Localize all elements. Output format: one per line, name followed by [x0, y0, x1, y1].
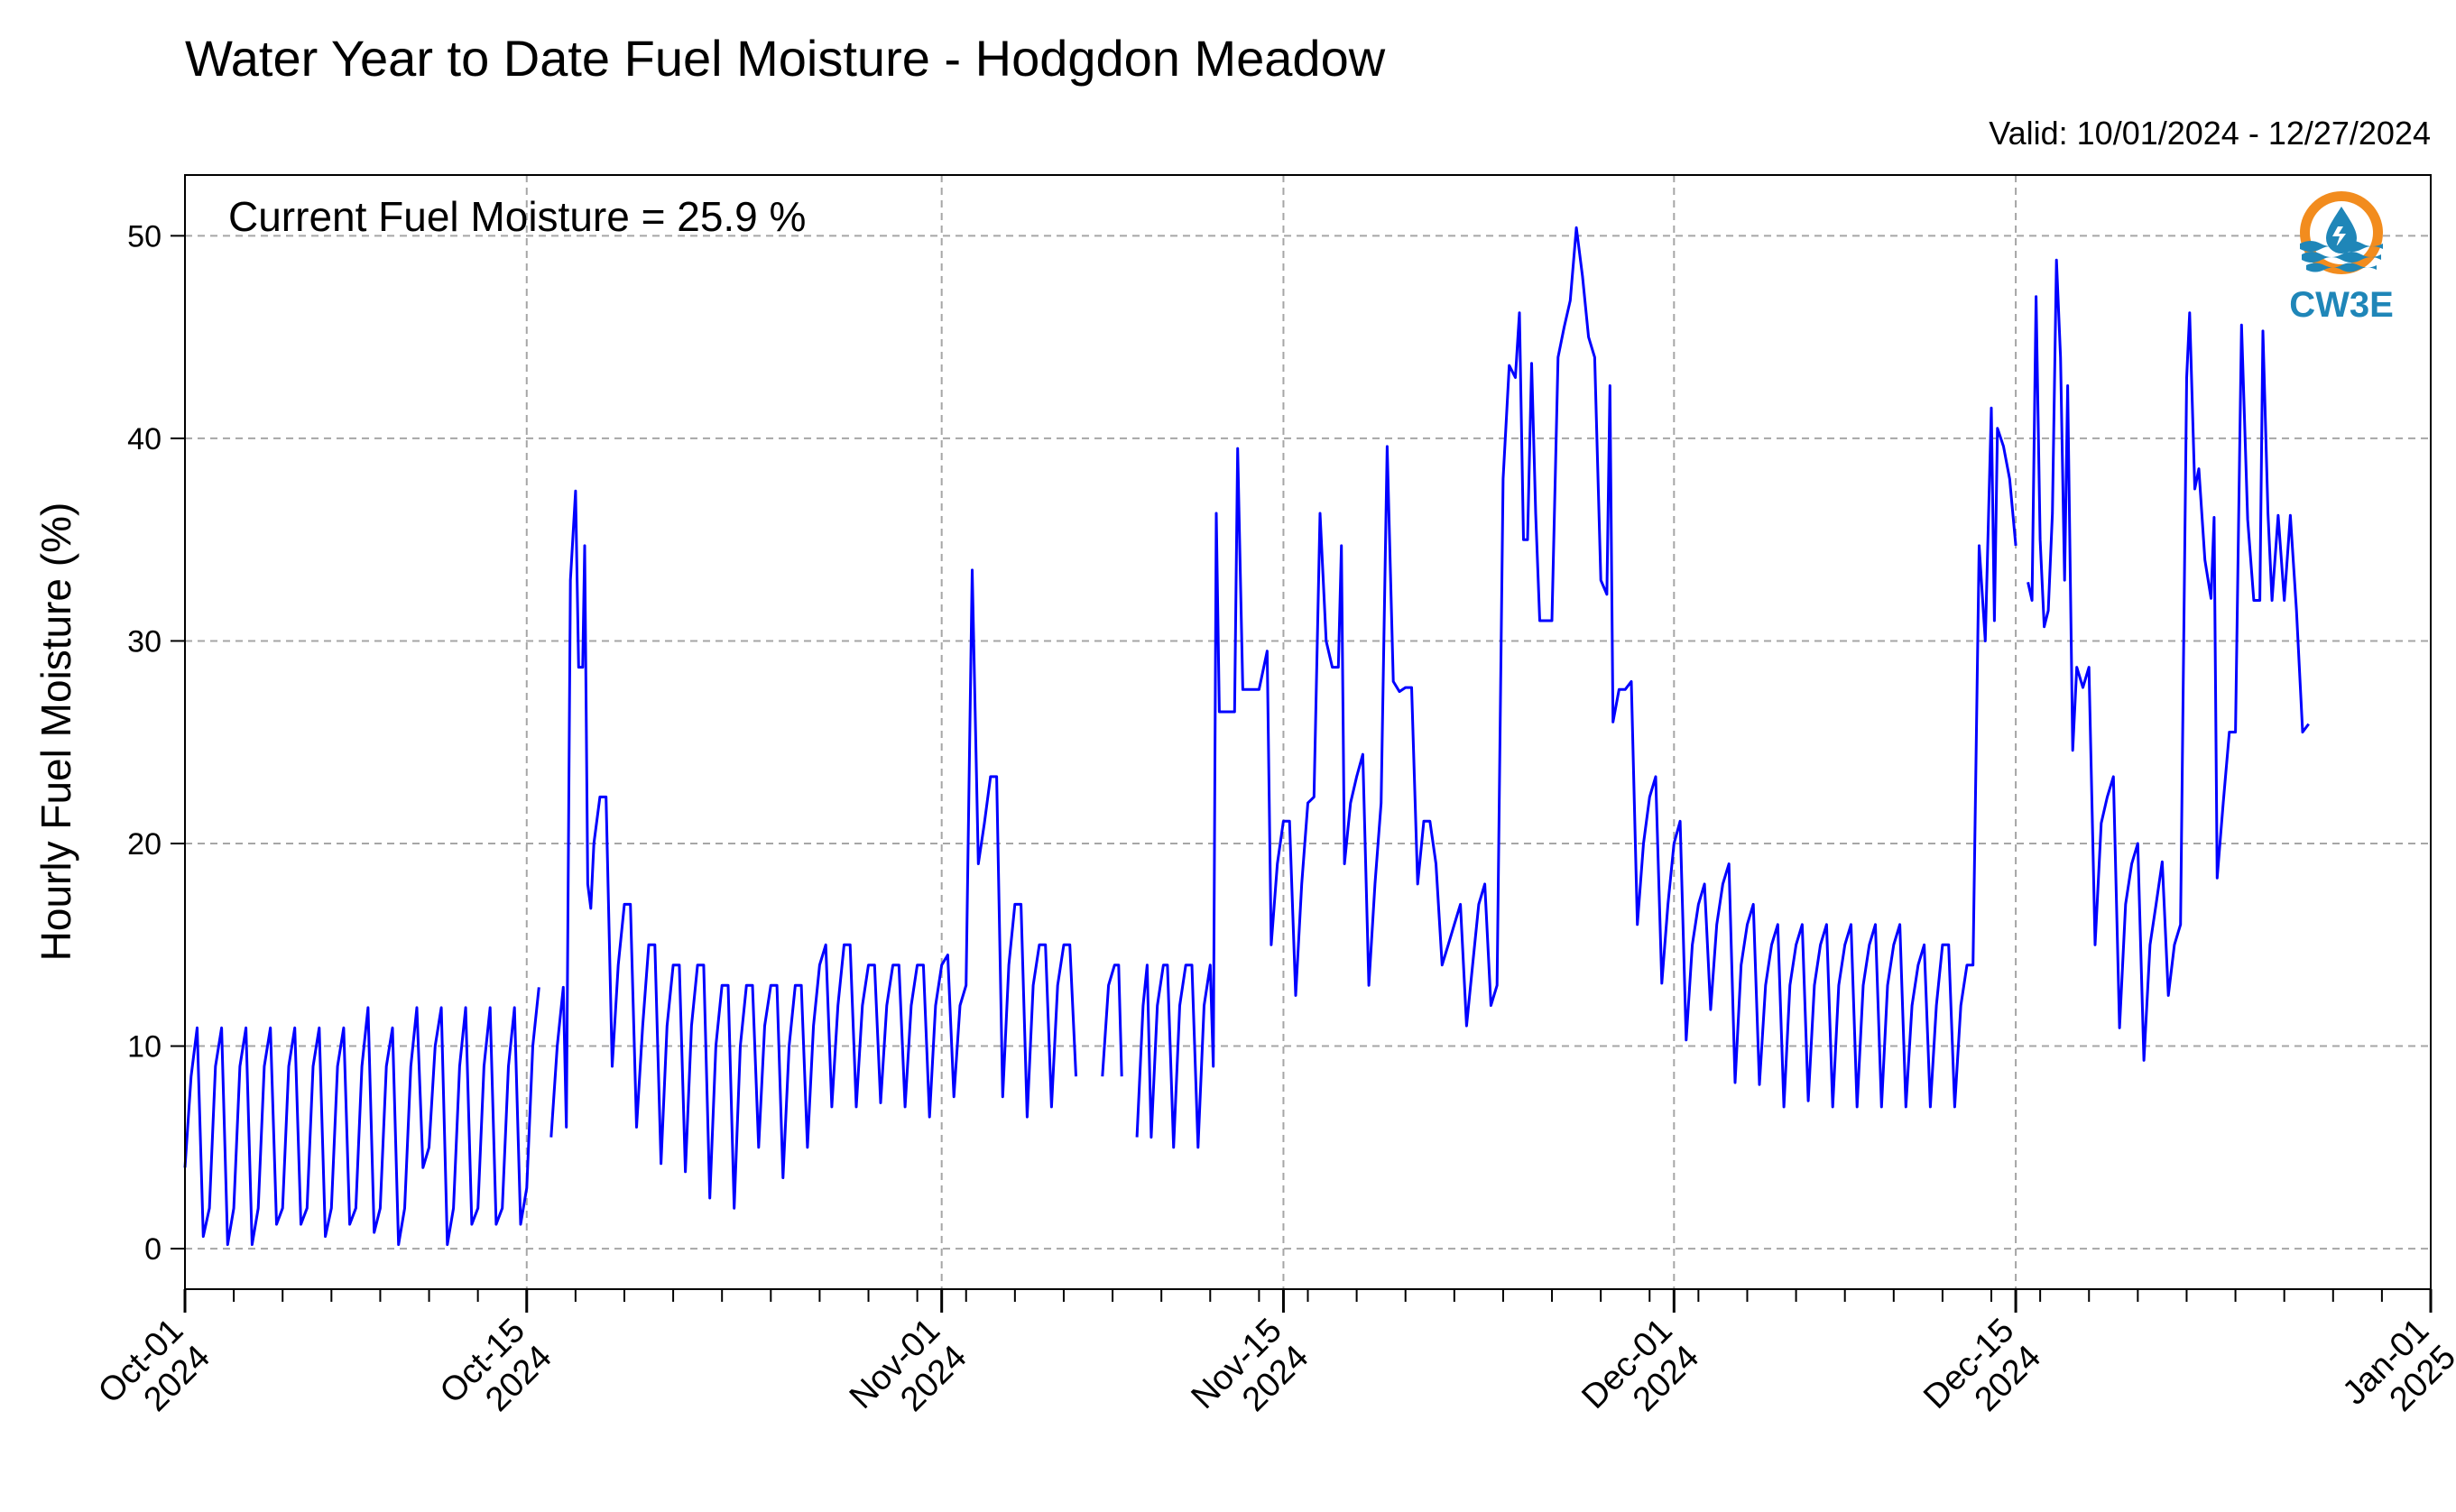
series-lines — [183, 226, 2310, 1247]
cw3e-logo-text: CW3E — [2289, 285, 2394, 325]
y-tick-label: 40 — [127, 422, 162, 456]
cw3e-logo: CW3E — [2289, 191, 2394, 325]
cw3e-water-drop-icon — [2300, 191, 2383, 274]
y-tick-label: 30 — [127, 624, 162, 659]
fuel-moisture-series-line — [183, 226, 2310, 1247]
valid-range-text: Valid: 10/01/2024 - 12/27/2024 — [1989, 115, 2431, 152]
current-fuel-moisture-annotation: Current Fuel Moisture = 25.9 % — [228, 193, 806, 240]
chart-title: Water Year to Date Fuel Moisture - Hodgd… — [185, 30, 1386, 87]
plot-frame — [184, 174, 2432, 1290]
y-tick-label: 0 — [144, 1232, 162, 1267]
grid-lines — [184, 175, 2432, 1289]
y-tick-label: 10 — [127, 1030, 162, 1065]
y-axis-label: Hourly Fuel Moisture (%) — [32, 502, 79, 962]
y-tick-label: 50 — [127, 219, 162, 254]
y-tick-label: 20 — [127, 827, 162, 862]
